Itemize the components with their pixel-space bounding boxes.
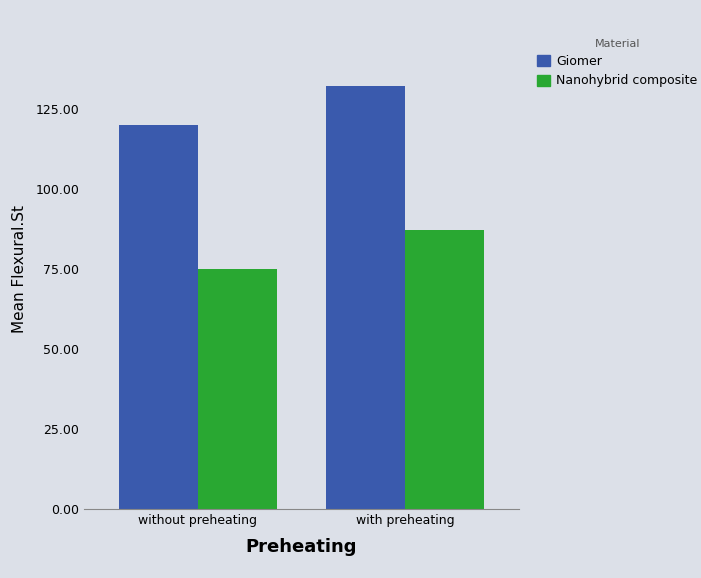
Y-axis label: Mean Flexural.St: Mean Flexural.St xyxy=(12,205,27,333)
Bar xyxy=(405,231,484,509)
Legend: Giomer, Nanohybrid composite: Giomer, Nanohybrid composite xyxy=(533,35,701,91)
X-axis label: Preheating: Preheating xyxy=(245,538,358,555)
Bar xyxy=(198,269,277,509)
Bar xyxy=(119,125,198,509)
Bar xyxy=(326,87,405,509)
